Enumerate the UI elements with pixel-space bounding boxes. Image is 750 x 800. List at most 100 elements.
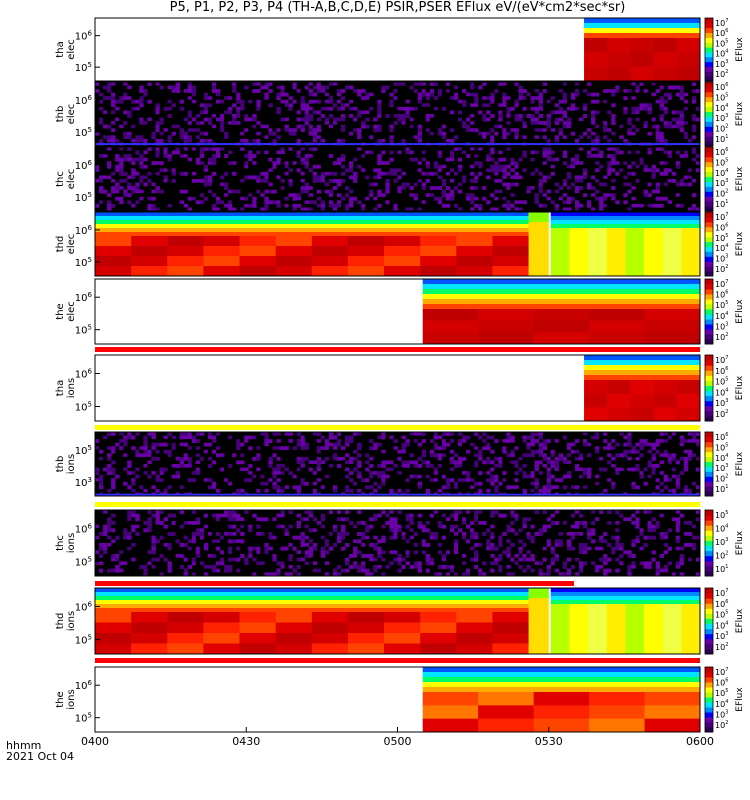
noise-cell [437, 179, 443, 183]
noise-cell [328, 189, 334, 194]
noise-cell [502, 175, 507, 180]
noise-cell [421, 99, 427, 104]
noise-cell [224, 114, 229, 118]
noise-cell [691, 154, 697, 158]
noise-cell [458, 460, 463, 465]
noise-cell [345, 464, 350, 468]
colorbar-segment [705, 22, 713, 29]
noise-cell [373, 446, 378, 451]
noise-cell [268, 175, 273, 180]
noise-cell [639, 161, 644, 166]
noise-cell [256, 474, 261, 479]
noise-cell [276, 449, 281, 454]
noise-cell [248, 478, 253, 483]
spectrum-cell [607, 66, 631, 82]
noise-cell [490, 161, 495, 166]
noise-cell [349, 488, 354, 493]
noise-cell [345, 138, 350, 143]
noise-cell [482, 207, 487, 212]
noise-cell [288, 453, 293, 458]
noise-cell [675, 147, 681, 151]
noise-cell [458, 92, 463, 97]
spectrum-band [584, 355, 700, 360]
noise-cell [119, 196, 124, 201]
noise-cell [187, 439, 193, 443]
noise-cell [332, 85, 338, 90]
noise-cell [482, 135, 487, 140]
noise-cell [623, 121, 628, 125]
noise-cell [397, 168, 402, 173]
noise-cell [300, 193, 306, 198]
noise-cell [341, 164, 346, 169]
noise-cell [357, 446, 362, 451]
noise-cell [167, 103, 172, 108]
noise-cell [691, 82, 697, 86]
spectrum-cell [384, 256, 421, 267]
noise-cell [365, 117, 370, 122]
noise-cell [248, 92, 253, 97]
noise-cell [119, 85, 124, 90]
noise-cell [611, 179, 616, 183]
noise-cell [183, 117, 189, 122]
noise-cell [264, 196, 269, 201]
noise-cell [304, 460, 310, 465]
noise-cell [369, 485, 374, 490]
noise-cell [155, 103, 160, 108]
noise-cell [546, 138, 552, 143]
noise-cell [207, 103, 213, 108]
noise-cell [381, 182, 386, 187]
noise-cell [635, 150, 640, 155]
noise-cell [187, 488, 193, 493]
y-tick-label: 105 [75, 61, 92, 74]
colorbar-segment [705, 61, 713, 67]
noise-cell [179, 96, 185, 101]
noise-cell [381, 175, 386, 180]
noise-cell [187, 467, 193, 472]
spectrum-band [203, 212, 241, 216]
noise-cell [349, 175, 354, 180]
noise-cell [405, 82, 410, 86]
noise-cell [300, 467, 306, 472]
noise-cell [433, 99, 439, 104]
noise-cell [119, 121, 124, 125]
noise-cell [155, 182, 160, 187]
noise-cell [643, 161, 648, 166]
noise-cell [332, 207, 338, 212]
noise-cell [453, 175, 459, 180]
noise-cell [498, 189, 503, 194]
noise-cell [377, 171, 382, 176]
noise-cell [574, 99, 580, 104]
spectrum-cell [239, 266, 277, 277]
noise-cell [195, 161, 201, 166]
noise-cell [207, 193, 213, 198]
noise-cell [276, 110, 281, 115]
spectrum-cell [131, 266, 168, 277]
noise-cell [514, 114, 519, 118]
spectrum-cell [533, 320, 590, 333]
noise-cell [619, 179, 624, 183]
colorbar-tick-label: 102 [715, 69, 728, 79]
noise-cell [643, 157, 648, 162]
noise-cell [562, 135, 568, 140]
noise-cell [554, 171, 560, 176]
noise-cell [207, 485, 213, 490]
noise-cell [300, 110, 306, 115]
noise-cell [240, 186, 245, 190]
noise-cell [167, 449, 172, 454]
noise-cell [554, 114, 560, 118]
noise-cell [99, 82, 104, 86]
colorbar-segment [705, 251, 713, 257]
noise-cell [95, 114, 100, 118]
noise-cell [328, 460, 334, 465]
noise-cell [312, 449, 318, 454]
noise-cell [453, 449, 459, 454]
noise-cell [655, 103, 660, 108]
noise-cell [151, 442, 156, 447]
noise-cell [332, 135, 338, 140]
noise-cell [123, 435, 128, 440]
spectrum-band [644, 216, 664, 220]
noise-cell [284, 128, 289, 133]
noise-cell [337, 203, 342, 208]
noise-cell [441, 85, 447, 90]
noise-cell [199, 154, 205, 158]
